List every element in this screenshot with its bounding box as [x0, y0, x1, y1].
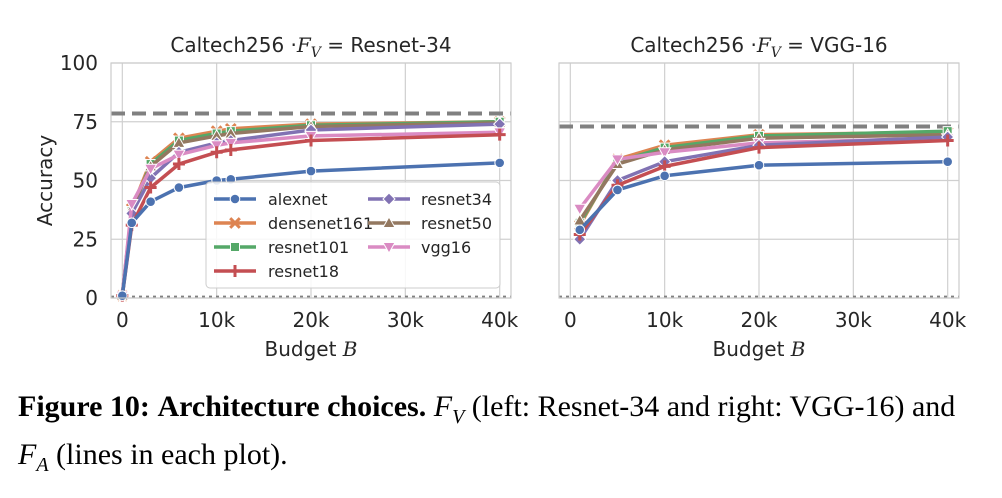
x-tick-label: 10k [646, 308, 683, 332]
legend-marker-resnet50 [382, 215, 396, 228]
point-resnet18 [658, 160, 671, 173]
legend-marker-densenet161 [229, 217, 241, 229]
point-alexnet [612, 184, 623, 196]
y-tick-label: 25 [73, 227, 98, 251]
x-tick-label: 40k [481, 308, 518, 332]
point-resnet18 [941, 134, 954, 147]
caption-text-after-fa: (lines in each plot). [56, 438, 288, 471]
point-alexnet [942, 156, 953, 167]
series-alexnet [574, 156, 953, 236]
series-vgg16 [115, 127, 507, 303]
chart-title: Caltech256 ·FV = Resnet-34 [170, 33, 451, 61]
point-vgg16 [657, 147, 672, 160]
x-tick-label: 20k [740, 308, 777, 332]
legend-label-resnet18: resnet18 [268, 262, 339, 281]
x-tick-label: 40k [929, 308, 966, 332]
point-vgg16 [209, 140, 224, 153]
legend-marker-resnet18 [229, 265, 241, 277]
caption-text-after-fv: (left: Resnet-34 and right: VGG-16) and [471, 390, 956, 423]
series-line-vgg16 [120, 130, 500, 296]
y-axis-label: Accuracy [33, 135, 57, 226]
x-tick-label: 10k [198, 308, 235, 332]
legend-label-resnet50: resnet50 [421, 214, 492, 233]
x-tick-label: 0 [564, 308, 577, 332]
caption-fa-symbol: F [18, 438, 37, 471]
point-resnet18 [210, 146, 223, 159]
legend-label-resnet34: resnet34 [421, 190, 492, 209]
point-alexnet [494, 157, 505, 169]
caption-fv-sub: V [452, 406, 465, 428]
legend-marker-resnet34 [382, 192, 396, 206]
legend-label-alexnet: alexnet [268, 190, 328, 209]
legend-label-densenet161: densenet161 [268, 214, 373, 233]
point-alexnet [117, 290, 128, 301]
point-alexnet [753, 159, 765, 171]
figure-canvas: 0 10k 20k 30k 40k 0 25 50 75 100 Caltech256 ·FV = … [33, 33, 967, 361]
x-tick-label: 30k [387, 308, 424, 332]
x-axis-label: Budget B [713, 337, 806, 361]
point-vgg16 [143, 163, 158, 176]
y-tick-label: 0 [85, 286, 98, 310]
point-resnet18 [493, 128, 506, 141]
y-tick-label: 75 [73, 110, 98, 134]
point-vgg16 [223, 137, 238, 150]
legend-label-vgg16: vgg16 [421, 238, 471, 257]
y-tick-label: 50 [73, 169, 98, 193]
caption-fv-symbol: F [433, 390, 453, 423]
legend: alexnet densenet161 resnet101 resnet18 resne… [205, 181, 501, 289]
point-alexnet [574, 224, 586, 236]
point-alexnet [173, 182, 185, 193]
x-tick-label: 20k [292, 308, 329, 332]
point-resnet18 [144, 181, 157, 194]
y-tick-label: 100 [60, 51, 98, 75]
point-resnet18 [224, 143, 237, 156]
plot-frame [558, 62, 960, 299]
point-resnet18 [305, 134, 317, 147]
caption-bold-text: Architecture choices. [157, 390, 427, 423]
point-alexnet [659, 170, 670, 182]
chart-title: Caltech256 ·FV = VGG-16 [630, 33, 887, 61]
plot-frame [110, 62, 512, 299]
point-alexnet [145, 196, 156, 207]
legend-marker-alexnet [229, 193, 241, 205]
caption-label: Figure 10: [18, 390, 150, 423]
chart-panel-1: 0 10k 20k 30k 40k 0 25 50 75 100 Caltech256 ·FV = … [33, 33, 519, 361]
point-resnet18 [172, 158, 185, 171]
legend-label-resnet101: resnet101 [268, 238, 349, 257]
x-axis-label: Budget B [265, 337, 358, 361]
legend-marker-vgg16 [382, 242, 396, 255]
point-alexnet [126, 217, 138, 229]
x-tick-label: 30k [835, 308, 872, 332]
x-tick-label: 0 [116, 308, 129, 332]
point-vgg16 [572, 203, 587, 216]
chart-panel-2: 0 10k 20k 30k 40k Caltech256 ·FV = VGG-16 Budg… [558, 33, 967, 361]
point-vgg16 [172, 149, 186, 162]
figure-caption: Figure 10: Architecture choices. FV (lef… [18, 388, 988, 484]
point-resnet18 [753, 141, 765, 154]
legend-box [205, 181, 501, 289]
series-line-resnet34 [120, 122, 500, 296]
point-vgg16 [124, 199, 139, 212]
point-alexnet [305, 165, 317, 177]
point-vgg16 [610, 154, 625, 167]
legend-marker-resnet101 [230, 242, 240, 252]
caption-fa-sub: A [36, 454, 49, 476]
